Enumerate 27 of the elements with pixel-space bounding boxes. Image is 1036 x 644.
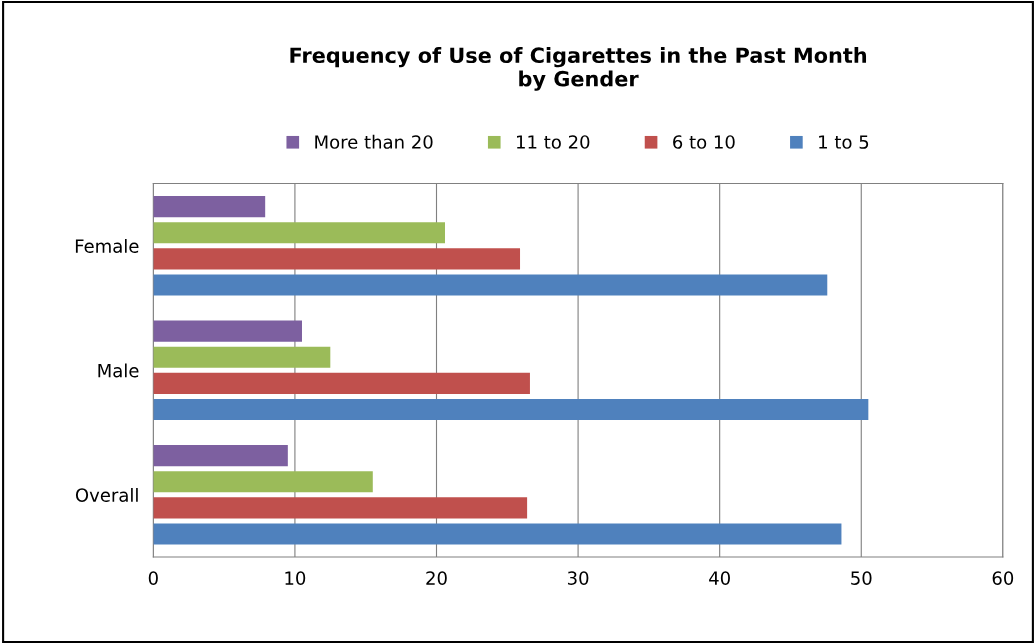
x-tick-label: 10 — [285, 571, 306, 585]
x-tick-label: 60 — [992, 571, 1014, 585]
chart-title: Frequency of Use of Cigarettes in the Past Month by Gender — [290, 47, 867, 91]
bar — [153, 346, 331, 368]
bar — [153, 471, 373, 493]
x-tick-label: 20 — [426, 571, 447, 585]
x-tick-label: 30 — [567, 571, 589, 585]
y-tick-label: Male — [98, 363, 139, 378]
bar — [153, 398, 869, 421]
legend-label: More than 20 — [315, 134, 433, 149]
bar — [153, 320, 302, 342]
bar — [153, 222, 445, 244]
bar — [153, 523, 842, 545]
legend-label: 11 to 20 — [517, 135, 590, 149]
legend-label: 6 to 10 — [673, 135, 735, 149]
bar — [153, 372, 530, 394]
y-tick-label: Female — [75, 238, 139, 253]
x-tick-label: 0 — [148, 571, 158, 585]
legend-label: 1 to 5 — [819, 135, 869, 149]
y-tick-label: Overall — [75, 487, 138, 502]
bar — [153, 497, 528, 519]
x-tick-label: 40 — [709, 571, 730, 585]
bar — [153, 274, 828, 296]
bar — [153, 445, 288, 467]
bar — [153, 195, 266, 218]
x-tick-label: 50 — [851, 571, 872, 585]
bar — [153, 248, 521, 270]
